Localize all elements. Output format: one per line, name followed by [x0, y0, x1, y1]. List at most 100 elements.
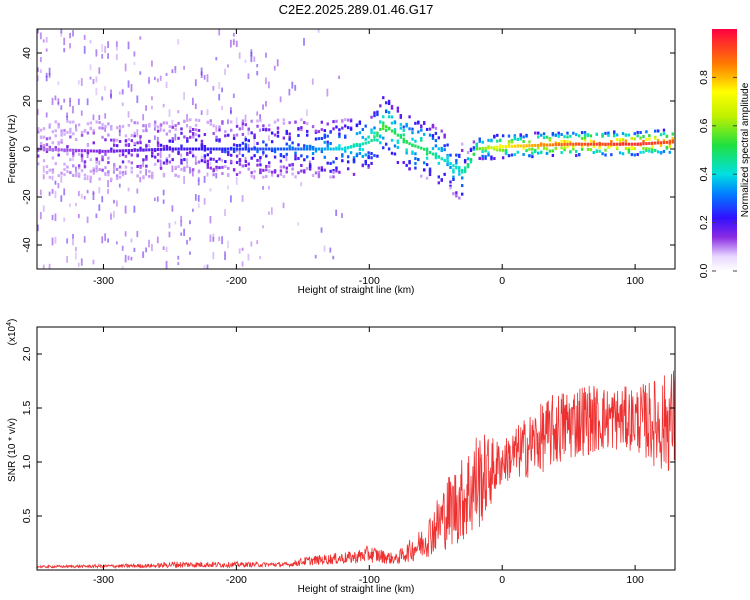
spectrogram-ridge-cell — [238, 147, 242, 151]
spectrogram-band-cell — [66, 165, 69, 169]
spectrogram-noise-cell — [285, 154, 288, 162]
spectrogram-band-cell — [601, 134, 604, 138]
spectrogram-ridge-cell — [48, 147, 52, 151]
spectrogram-band-cell — [259, 163, 262, 167]
spectrogram-band-cell — [110, 138, 113, 142]
spectrogram-band-cell — [463, 166, 467, 170]
spectrogram-band-cell — [121, 160, 125, 164]
spectrogram-noise-cell — [183, 175, 186, 184]
spectrogram-band-cell — [107, 122, 110, 126]
spectrogram-band-cell — [422, 168, 426, 172]
spectrogram-ridge-cell — [346, 146, 350, 150]
spectrogram-noise-cell — [308, 160, 311, 166]
spectrogram-noise-cell — [83, 195, 86, 200]
spectrogram-ridge-cell — [215, 147, 218, 151]
spectrogram-band-cell — [291, 167, 294, 171]
spectrogram-band-cell — [355, 152, 359, 156]
spectrogram-band-cell — [645, 130, 648, 134]
spectrogram-ridge-cell — [417, 145, 420, 149]
spectrogram-noise-cell — [98, 187, 101, 194]
spectrogram-ridge-cell — [396, 133, 400, 137]
spectrogram-noise-cell — [306, 109, 308, 117]
spectrogram-noise-cell — [136, 95, 139, 103]
spectrogram-noise-cell — [72, 233, 74, 239]
spectrogram-band-cell — [92, 171, 95, 175]
spectrogram-band-cell — [434, 131, 438, 135]
spectrogram-band-cell — [218, 157, 221, 161]
spectrogram-band-cell — [358, 147, 362, 151]
spectrogram-band-cell — [139, 165, 142, 169]
spectrogram-band-cell — [604, 148, 607, 152]
spectrogram-noise-cell — [209, 161, 212, 166]
spectrogram-noise-cell — [72, 105, 74, 114]
spectrogram-band-cell — [197, 134, 201, 138]
spectrogram-band-cell — [507, 140, 511, 144]
spectrogram-band-cell — [592, 144, 595, 148]
spectrogram-band-cell — [189, 150, 192, 154]
spectrogram-band-cell — [408, 159, 411, 163]
spectrogram-band-cell — [627, 146, 631, 150]
spectrogram-band-cell — [215, 165, 218, 169]
spectrogram-band-cell — [244, 123, 248, 127]
spectrogram-band-cell — [627, 133, 631, 137]
spectrogram-band-cell — [51, 168, 55, 172]
spectrogram-band-cell — [206, 153, 210, 157]
spectrogram-band-cell — [507, 154, 511, 158]
spectrogram-band-cell — [577, 134, 581, 138]
spectrogram-band-cell — [37, 130, 40, 134]
spectrogram-band-cell — [115, 174, 119, 178]
spectrogram-band-cell — [107, 170, 110, 174]
spectrogram-band-cell — [613, 134, 616, 138]
spectrogram-band-cell — [89, 158, 93, 162]
spectrogram-noise-cell — [104, 126, 107, 132]
spectrogram-band-cell — [89, 127, 93, 131]
spectrogram-band-cell — [376, 138, 379, 142]
spectrogram-band-cell — [399, 133, 402, 137]
spectrogram-band-cell — [156, 125, 160, 129]
spectrogram-band-cell — [586, 133, 590, 137]
spectrogram-band-cell — [373, 111, 376, 115]
spectrogram-band-cell — [60, 131, 63, 135]
spectrogram-noise-cell — [145, 168, 147, 176]
spectrogram-band-cell — [557, 134, 560, 138]
spectrogram-band-cell — [344, 149, 347, 153]
spectrogram-noise-cell — [42, 165, 45, 173]
spectrogram-band-cell — [162, 121, 166, 125]
spectrogram-noise-cell — [75, 166, 77, 173]
spectrogram-band-cell — [113, 138, 116, 142]
spectrogram-band-cell — [335, 125, 338, 129]
spectrogram-noise-cell — [113, 199, 115, 204]
spectrogram-band-cell — [262, 140, 265, 144]
x-tick-label: 0 — [499, 574, 505, 586]
spectrogram-noise-cell — [127, 41, 130, 50]
spectrogram-band-cell — [396, 145, 400, 149]
spectrogram-band-cell — [227, 166, 230, 170]
spectrogram-band-cell — [639, 130, 642, 134]
y-tick-label: 20 — [21, 95, 33, 107]
spectrogram-band-cell — [367, 154, 370, 158]
y-tick-label: 2.0 — [21, 347, 33, 362]
spectrogram-band-cell — [221, 149, 224, 153]
spectrogram-band-cell — [256, 150, 259, 154]
spectrogram-ridge-cell — [414, 144, 417, 148]
spectrogram-band-cell — [270, 131, 274, 135]
spectrogram-ridge-cell — [89, 149, 93, 153]
spectrogram-band-cell — [566, 145, 569, 149]
spectrogram-ridge-cell — [95, 149, 98, 153]
spectrogram-noise-cell — [133, 61, 136, 66]
spectrogram-noise-cell — [107, 188, 109, 194]
spectrogram-band-cell — [598, 149, 601, 153]
spectrogram-noise-cell — [156, 236, 159, 244]
spectrogram-noise-cell — [54, 236, 57, 244]
spectrogram-band-cell — [191, 127, 195, 131]
spectrogram-ridge-cell — [358, 143, 362, 147]
spectrogram-band-cell — [452, 192, 455, 196]
spectrogram-band-cell — [107, 173, 110, 177]
spectrogram-band-cell — [554, 146, 557, 150]
spectrogram-band-cell — [77, 164, 81, 168]
spectrogram-band-cell — [466, 165, 470, 169]
spectrogram-band-cell — [238, 127, 242, 131]
spectrogram-band-cell — [431, 136, 435, 140]
spectrogram-band-cell — [98, 121, 101, 125]
spectrogram-band-cell — [256, 124, 259, 128]
